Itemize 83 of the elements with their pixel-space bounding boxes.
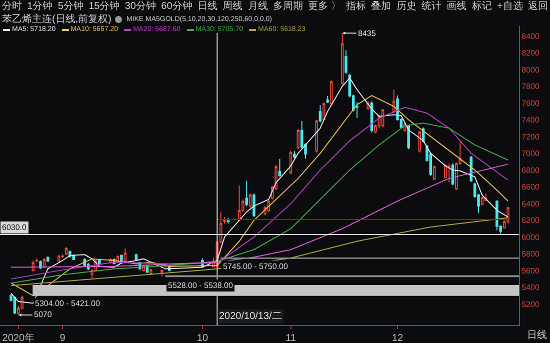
y-tick-label: 8000: [522, 65, 540, 74]
text: 指标: [346, 0, 366, 13]
y-tick-label: 7000: [522, 149, 540, 158]
candlestick: [120, 254, 123, 262]
text: 5分钟: [58, 0, 84, 13]
candlestick: [506, 206, 510, 224]
y-tick-label: 6600: [522, 182, 540, 192]
candlestick: [238, 185, 241, 221]
y-tick-label: 7800: [522, 82, 540, 92]
text: 30分钟: [124, 0, 156, 13]
y-tick-label: 7600: [522, 98, 540, 108]
candlestick: [432, 165, 436, 181]
candlestick: [322, 102, 326, 122]
candlestick: [226, 217, 230, 224]
candlestick: [448, 163, 450, 183]
text: 画线: [446, 0, 467, 13]
text: 15分钟: [88, 0, 120, 13]
candlestick: [57, 254, 60, 262]
candlestick: [35, 258, 38, 263]
text: 日线: [527, 328, 547, 342]
text: 统计: [421, 0, 442, 13]
candlestick: [296, 128, 300, 150]
y-tick-label: 5200: [522, 300, 540, 309]
candlestick: [318, 104, 322, 123]
candlestick: [344, 50, 348, 74]
annotation: 5070: [34, 310, 52, 319]
candlestick: [46, 256, 50, 262]
x-tick-label: 2020年: [2, 332, 35, 343]
x-tick-label: 9: [60, 333, 66, 343]
y-tick-label: 5800: [522, 250, 540, 259]
text: 返回: [528, 0, 548, 13]
text: 分时: [2, 0, 22, 13]
y-tick-label: 8400: [522, 32, 540, 41]
y-tick-label: 8200: [522, 48, 540, 58]
candlestick: [32, 260, 35, 272]
candlestick: [278, 158, 282, 178]
y-tick-label: 7200: [522, 132, 540, 142]
text: 多周期: [272, 0, 303, 13]
candlestick: [444, 164, 447, 179]
x-tick-label: 10: [196, 333, 208, 343]
candlestick: [252, 193, 256, 218]
text: 更多 〉: [308, 0, 341, 13]
y-tick-label: 5400: [522, 283, 540, 292]
text: 日线: [197, 0, 218, 13]
text: +自选: [496, 0, 523, 13]
x-tick-label: 11: [286, 333, 296, 343]
text: 月线: [248, 0, 268, 13]
y-tick-label: 7400: [522, 116, 540, 125]
ref-line-label: 2020/10/13/二: [219, 311, 282, 322]
band-label: 5528.00 - 5538.00: [168, 281, 234, 290]
candlestick: [315, 119, 318, 153]
ref-line-label: 6030.0: [2, 223, 28, 232]
candlestick: [480, 196, 484, 206]
candlestick: [245, 180, 248, 207]
text: 标记: [472, 0, 492, 13]
band-label: 5304.00 - 5421.00: [35, 299, 100, 308]
candlestick: [248, 193, 252, 208]
y-tick-label: 6000: [522, 232, 540, 242]
candlestick: [61, 254, 64, 258]
x-tick-label: 12: [392, 333, 404, 343]
text: 历史: [396, 0, 416, 13]
band-label: 5745.00 - 5750.00: [223, 262, 288, 271]
candlestick: [72, 254, 76, 261]
candlestick: [64, 246, 68, 256]
candlestick: [124, 248, 127, 263]
candlestick: [326, 95, 329, 104]
annotation: 8435: [358, 29, 376, 38]
text: 叠加: [371, 0, 392, 13]
candlestick: [160, 268, 164, 278]
candlestick: [407, 124, 410, 150]
candlestick: [150, 268, 152, 276]
y-tick-label: 6200: [522, 216, 540, 226]
candlestick: [340, 32, 344, 86]
text: 1分钟: [27, 0, 53, 13]
candlestick: [293, 150, 296, 159]
y-tick-label: 5600: [522, 266, 540, 276]
candlestick: [392, 89, 396, 114]
text: 周线: [222, 0, 243, 13]
y-tick-label: 6400: [522, 199, 540, 208]
y-tick-label: 6800: [522, 166, 540, 175]
text: 60分钟: [161, 0, 192, 13]
chart-title: 苯乙烯主连(日线,前复权): [2, 12, 112, 26]
candlestick: [418, 130, 422, 153]
